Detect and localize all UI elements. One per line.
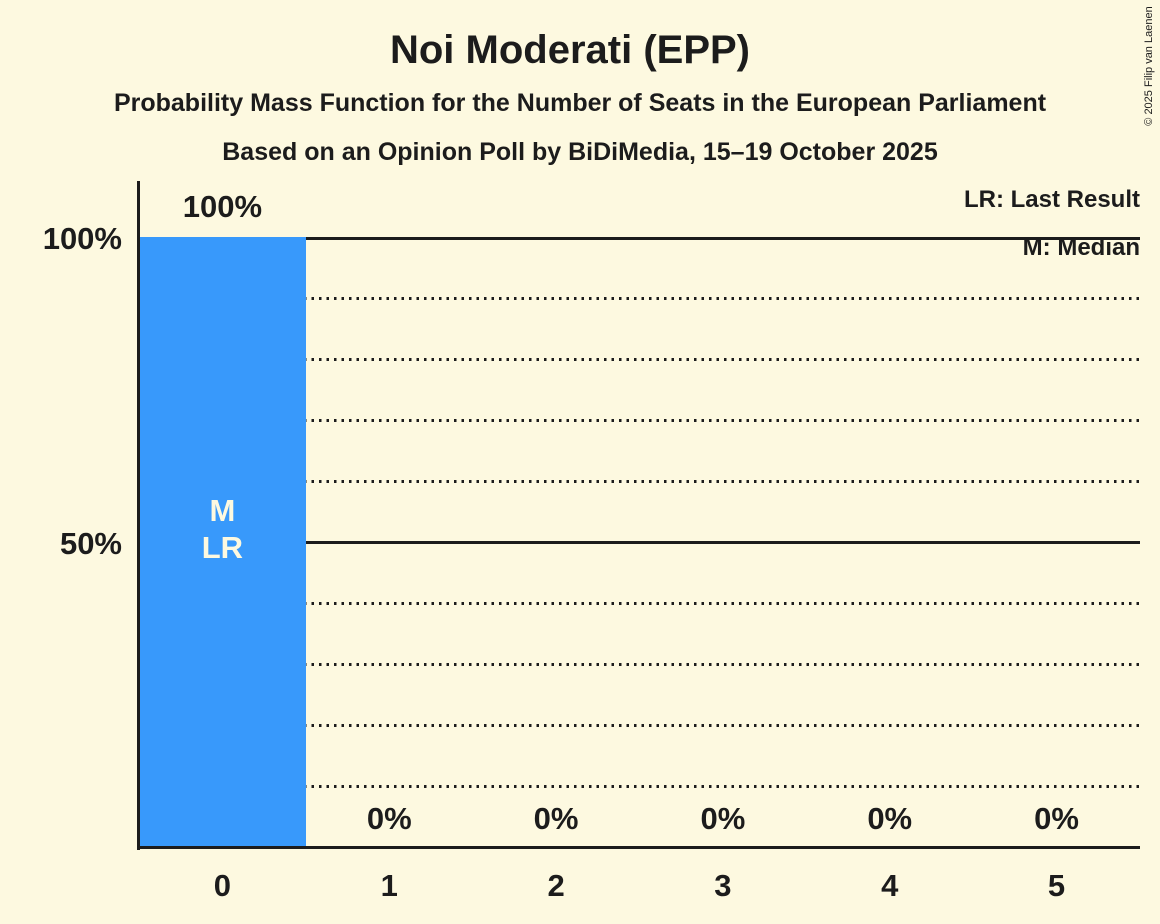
gridline-40pct (139, 601, 1140, 605)
column-seats-3: 0% (639, 237, 806, 847)
column-seats-1: 0% (306, 237, 473, 847)
value-label-seats-3: 0% (700, 801, 746, 836)
x-tick-5: 5 (1047, 868, 1066, 903)
value-label-seats-2: 0% (533, 801, 579, 836)
gridline-70pct (139, 418, 1140, 422)
column-seats-4: 0% (806, 237, 973, 847)
y-axis-line (137, 181, 140, 850)
legend-median: M: Median (1022, 234, 1140, 261)
value-label-seats-1: 0% (366, 801, 412, 836)
x-tick-4: 4 (881, 868, 899, 903)
column-seats-0: M LR 100% (139, 189, 306, 847)
x-axis-ticks: 0 1 2 3 4 5 (139, 868, 1140, 904)
last-result-marker: LR (201, 530, 244, 565)
gridline-30pct (139, 662, 1140, 666)
chart-subtitle-line2: Based on an Opinion Poll by BiDiMedia, 1… (222, 138, 938, 166)
gridline-10pct (139, 784, 1140, 788)
x-tick-2: 2 (547, 868, 565, 903)
y-axis-tick-100: 100% (42, 221, 122, 256)
column-seats-2: 0% (473, 237, 640, 847)
legend-last-result: LR: Last Result (963, 186, 1140, 213)
value-label-seats-4: 0% (867, 801, 913, 836)
y-axis-tick-50: 50% (59, 526, 122, 561)
x-tick-3: 3 (714, 868, 732, 903)
x-axis-line (137, 846, 1140, 849)
value-label-seats-0: 100% (182, 189, 263, 224)
plot-area: M LR 100% 0% 0% 0% 0% (139, 189, 1140, 847)
gridline-50pct (139, 540, 1140, 544)
gridline-60pct (139, 479, 1140, 483)
bar-annotation-median-lastresult: M LR (139, 492, 306, 566)
x-tick-1: 1 (380, 868, 398, 903)
median-marker: M (209, 493, 236, 528)
page-title: Noi Moderati (EPP) (389, 28, 751, 72)
gridline-90pct (139, 296, 1140, 300)
column-seats-5: 0% (973, 237, 1140, 847)
bar-columns: M LR 100% 0% 0% 0% 0% (139, 189, 1140, 847)
gridline-100pct (139, 237, 1140, 240)
x-tick-0: 0 (213, 868, 232, 903)
copyright-notice: © 2025 Filip van Laenen (1143, 6, 1155, 126)
gridline-80pct (139, 357, 1140, 361)
gridline-20pct (139, 723, 1140, 727)
chart-subtitle-line1: Probability Mass Function for the Number… (113, 89, 1047, 117)
bar-seats-0 (139, 237, 306, 847)
value-label-seats-5: 0% (1034, 801, 1079, 836)
